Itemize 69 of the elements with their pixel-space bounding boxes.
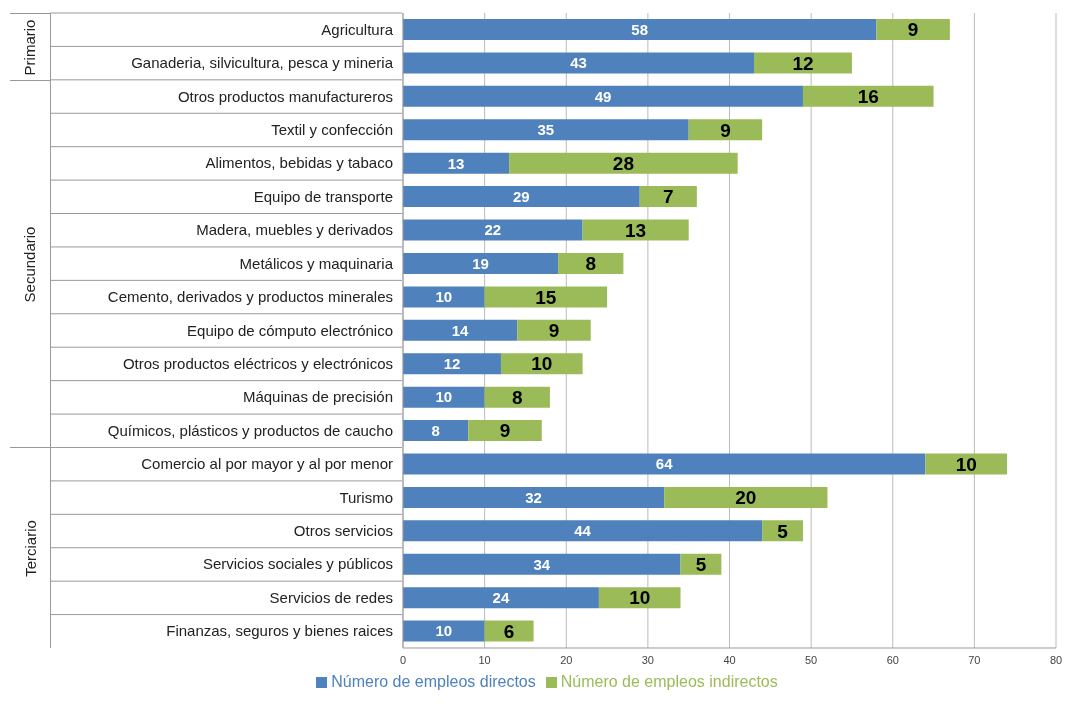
data-label: 10 — [629, 587, 651, 609]
data-label: 12 — [443, 355, 461, 373]
data-label: 10 — [435, 622, 453, 640]
y-tick-label: Turismo — [339, 488, 393, 506]
y-tick-label: Comercio al por mayor y al por menor — [141, 455, 393, 473]
y-tick-label: Metálicos y maquinaria — [239, 254, 394, 272]
legend-label: Número de empleos indirectos — [560, 673, 778, 690]
x-tick-label: 80 — [1049, 653, 1063, 666]
data-label: 22 — [484, 221, 502, 239]
y-tick-label: Máquinas de precisión — [242, 388, 393, 406]
data-label: 19 — [472, 254, 489, 272]
y-tick-label: Alimentos, bebidas y tabaco — [205, 154, 393, 172]
x-tick-label: 20 — [560, 653, 573, 666]
data-label: 9 — [499, 420, 511, 442]
x-tick-label: 0 — [399, 653, 407, 666]
data-label: 20 — [735, 487, 757, 509]
group-column: Primario Secundario Terciario — [10, 13, 51, 648]
x-tick-label: 70 — [968, 653, 981, 666]
y-tick-label: Finanzas, seguros y bienes raices — [166, 622, 393, 640]
data-label: 49 — [594, 87, 612, 105]
x-tick-label: 10 — [478, 653, 491, 666]
data-label: 35 — [537, 121, 555, 139]
y-tick-label: Servicios sociales y públicos — [202, 555, 393, 573]
data-label: 29 — [513, 187, 530, 205]
data-label: 15 — [535, 286, 557, 308]
data-label: 44 — [574, 522, 592, 540]
data-label: 8 — [585, 253, 597, 275]
data-label: 7 — [662, 186, 674, 208]
data-label: 16 — [857, 86, 879, 108]
data-label: 10 — [435, 288, 453, 306]
y-tick-label: Otros productos eléctricos y electrónicos — [122, 354, 393, 372]
y-tick-label: Cemento, derivados y productos minerales — [107, 288, 393, 306]
data-label: 6 — [503, 620, 515, 642]
data-label: 10 — [435, 388, 453, 406]
y-tick-label: Servicios de redes — [269, 588, 393, 606]
y-tick-label: Ganaderia, silvicultura, pesca y mineria — [131, 54, 394, 72]
data-label: 32 — [525, 488, 542, 506]
x-tick-label: 50 — [805, 653, 818, 666]
data-label: 14 — [451, 321, 470, 339]
data-label: 8 — [511, 386, 523, 408]
data-label: 64 — [655, 455, 674, 473]
data-label: 58 — [631, 20, 649, 38]
data-label: 5 — [777, 520, 789, 542]
data-label: 13 — [625, 219, 647, 241]
x-tick-label: 40 — [723, 653, 736, 666]
data-label: 13 — [447, 154, 465, 172]
y-tick-label: Textil y confección — [271, 120, 393, 138]
data-label: 24 — [492, 589, 510, 606]
data-label: 9 — [907, 19, 919, 41]
y-tick-label: Madera, muebles y derivados — [196, 221, 393, 239]
data-label: 8 — [431, 421, 440, 439]
y-tick-label: Agricultura — [321, 20, 394, 38]
data-label: 34 — [533, 555, 551, 573]
y-tick-label: Equipo de cómputo electrónico — [187, 321, 393, 339]
y-tick-label: Otros productos manufactureros — [177, 87, 393, 105]
data-label: 10 — [955, 453, 977, 475]
legend-label: Número de empleos directos — [331, 673, 536, 690]
data-label: 9 — [548, 320, 560, 342]
x-tick-label: 60 — [886, 653, 899, 666]
data-label: 10 — [531, 353, 553, 375]
data-label: 12 — [792, 52, 814, 74]
y-tick-label: Químicos, plásticos y productos de caucho — [107, 421, 393, 439]
data-label: 43 — [570, 54, 587, 72]
data-label: 5 — [695, 554, 707, 575]
data-label: 9 — [720, 119, 731, 141]
x-tick-label: 30 — [641, 653, 654, 666]
y-tick-label: Otros servicios — [293, 522, 393, 540]
data-label: 28 — [612, 152, 634, 174]
y-tick-label: Equipo de transporte — [253, 187, 393, 205]
